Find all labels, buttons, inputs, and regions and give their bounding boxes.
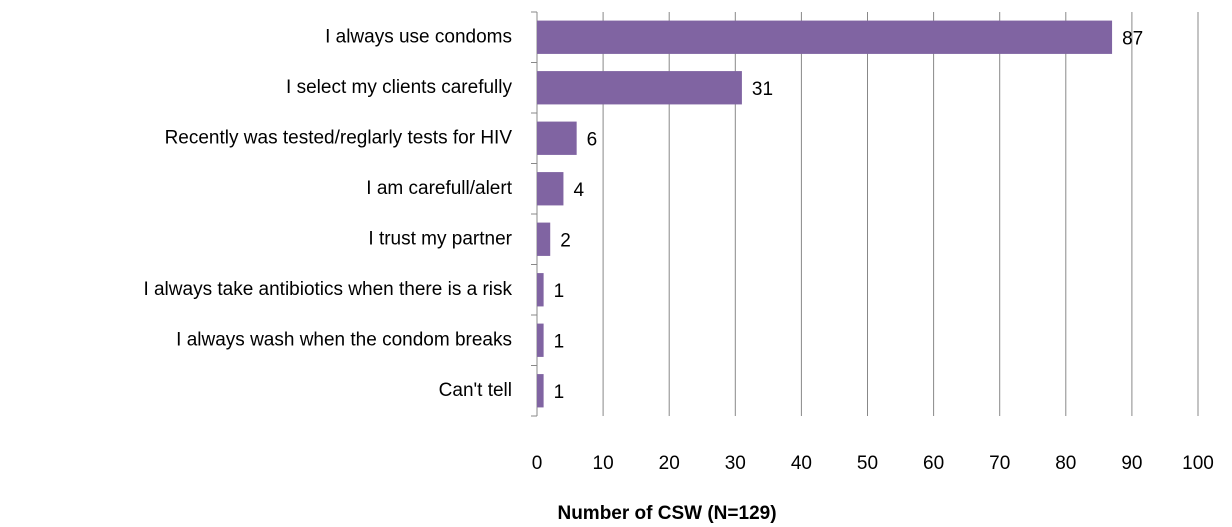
x-tick-label: 90 — [1121, 453, 1142, 474]
data-label: 1 — [554, 382, 565, 403]
data-label: 87 — [1122, 28, 1143, 49]
bar — [537, 323, 544, 357]
bar — [537, 172, 564, 206]
bar — [537, 20, 1113, 54]
x-tick-label: 20 — [659, 453, 680, 474]
bar — [537, 222, 551, 256]
bar — [537, 71, 742, 105]
data-label: 6 — [587, 129, 598, 150]
x-tick-label: 60 — [923, 453, 944, 474]
x-tick-label: 0 — [532, 453, 543, 474]
x-axis-title: Number of CSW (N=129) — [557, 503, 776, 524]
data-label: 4 — [573, 180, 584, 201]
x-tick-label: 10 — [593, 453, 614, 474]
y-tick-label: I always take antibiotics when there is … — [143, 279, 512, 300]
data-label: 31 — [752, 79, 773, 100]
data-label: 1 — [554, 281, 565, 302]
data-label: 1 — [554, 331, 565, 352]
x-tick-label: 30 — [725, 453, 746, 474]
y-tick-label: I always use condoms — [325, 26, 512, 47]
x-tick-label: 100 — [1182, 453, 1214, 474]
y-tick-label: Can't tell — [439, 380, 512, 401]
y-tick-label: I trust my partner — [368, 228, 512, 249]
x-tick-label: 70 — [989, 453, 1010, 474]
y-tick-label: I select my clients carefully — [286, 77, 512, 98]
bar — [537, 273, 544, 307]
y-tick-label: I always wash when the condom breaks — [176, 329, 512, 350]
y-tick-label: I am carefull/alert — [366, 178, 512, 199]
bar — [537, 374, 544, 408]
x-tick-label: 50 — [857, 453, 878, 474]
bar — [537, 121, 577, 155]
y-tick-label: Recently was tested/reglarly tests for H… — [165, 127, 513, 148]
x-tick-label: 40 — [791, 453, 812, 474]
x-tick-label: 80 — [1055, 453, 1076, 474]
data-label: 2 — [560, 230, 571, 251]
